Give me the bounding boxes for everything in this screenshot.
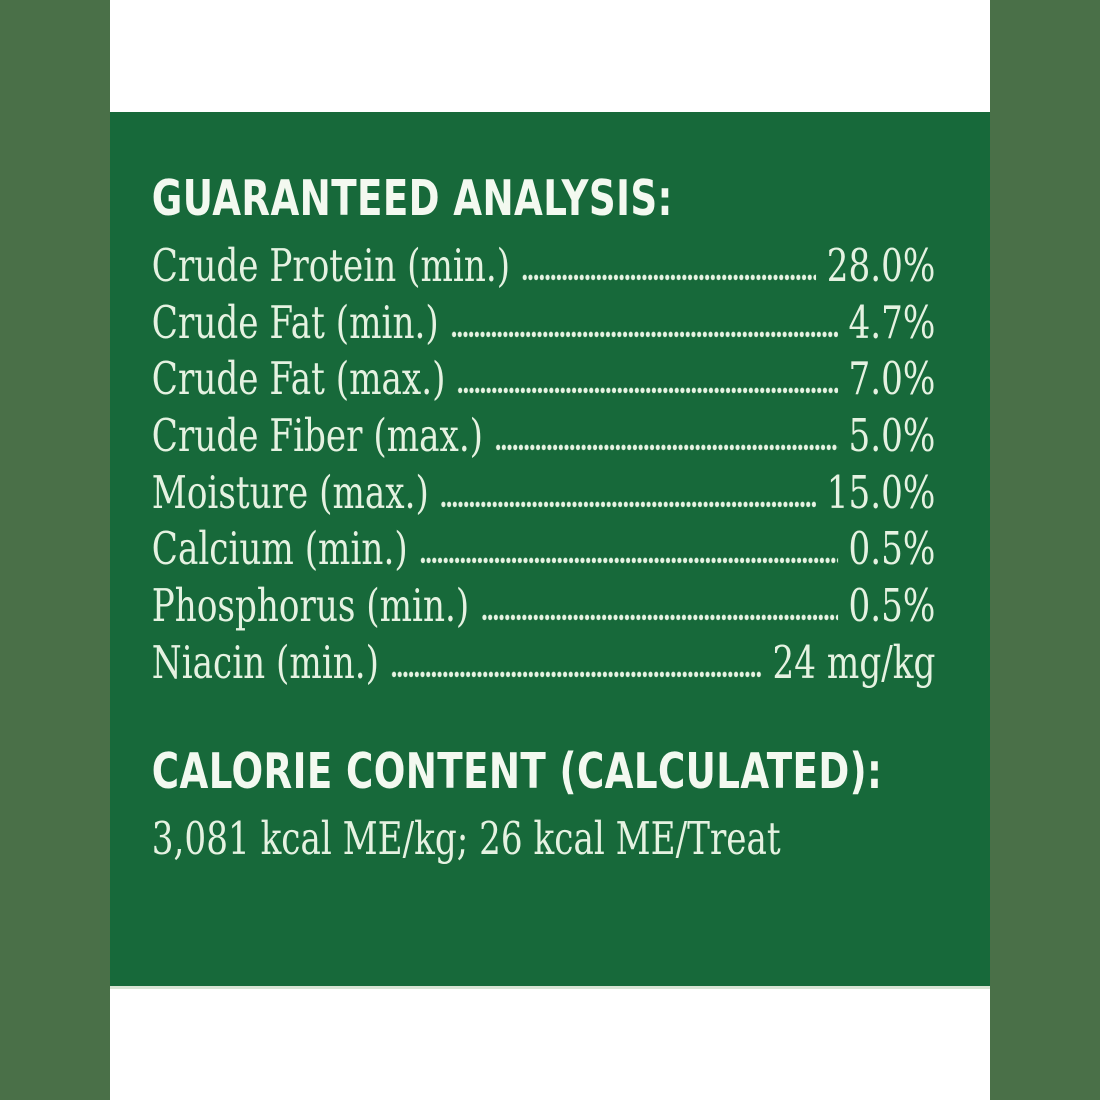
label-content: GUARANTEED ANALYSIS: Crude Protein (min.…: [110, 112, 990, 989]
nutrient-name: Calcium (min.): [151, 522, 408, 576]
nutrient-value: 4.7%: [848, 295, 936, 349]
calorie-content-value: 3,081 kcal ME/kg; 26 kcal ME/Treat: [151, 812, 781, 865]
nutrient-value: 15.0%: [826, 465, 936, 519]
dotted-leader: [457, 387, 838, 395]
analysis-row: Crude Protein (min.) 28.0%: [152, 238, 936, 295]
analysis-row: Crude Fat (max.) 7.0%: [152, 351, 936, 408]
nutrient-value: 28.0%: [826, 239, 936, 292]
nutrient-name: Phosphorus (min.): [151, 579, 470, 633]
dotted-leader: [450, 330, 838, 338]
dotted-leader: [495, 444, 838, 452]
analysis-row: Crude Fat (min.) 4.7%: [152, 295, 936, 352]
nutrient-name: Crude Protein (min.): [151, 239, 511, 292]
nutrient-name: Crude Fiber (max.): [151, 409, 484, 463]
guaranteed-analysis-title: GUARANTEED ANALYSIS:: [151, 170, 673, 227]
nutrient-name: Crude Fat (min.): [151, 295, 439, 349]
analysis-row: Crude Fiber (max.) 5.0%: [152, 408, 936, 465]
calorie-content-title: CALORIE CONTENT (CALCULATED):: [151, 743, 883, 800]
nutrient-value: 0.5%: [848, 522, 936, 576]
analysis-row: Calcium (min.) 0.5%: [152, 521, 936, 578]
dotted-leader: [522, 274, 817, 281]
nutrient-value: 7.0%: [848, 352, 936, 406]
analysis-row: Phosphorus (min.) 0.5%: [152, 578, 936, 635]
guaranteed-analysis-table: Crude Protein (min.) 28.0% Crude Fat (mi…: [152, 238, 936, 692]
analysis-row: Niacin (min.) 24 mg/kg: [152, 635, 936, 692]
nutrient-name: Moisture (max.): [151, 465, 429, 519]
nutrient-value: 0.5%: [848, 579, 936, 633]
nutrient-value: 5.0%: [848, 409, 936, 463]
nutrition-label-panel: GUARANTEED ANALYSIS: Crude Protein (min.…: [110, 112, 990, 989]
nutrient-value: 24 mg/kg: [772, 635, 936, 689]
background-right-bar: [990, 0, 1100, 1100]
dotted-leader: [419, 557, 838, 565]
analysis-row: Moisture (max.) 15.0%: [152, 465, 936, 522]
nutrient-name: Niacin (min.): [151, 635, 380, 689]
dotted-leader: [440, 500, 817, 508]
nutrient-name: Crude Fat (max.): [151, 352, 446, 406]
background-left-bar: [0, 0, 110, 1100]
dotted-leader: [391, 670, 762, 678]
dotted-leader: [481, 614, 838, 622]
